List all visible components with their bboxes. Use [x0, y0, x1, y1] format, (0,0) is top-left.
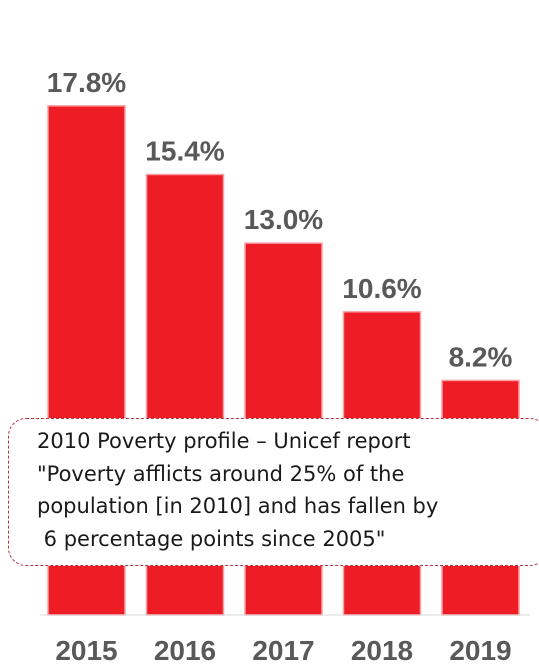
note-line-4: 6 percentage points since 2005" [37, 526, 386, 551]
x-tick-2018: 2018 [351, 635, 413, 666]
data-label-2019: 8.2% [449, 341, 513, 372]
data-label-2017: 13.0% [244, 204, 323, 235]
x-tick-2015: 2015 [55, 635, 117, 666]
data-label-2018: 10.6% [342, 273, 421, 304]
data-label-2015: 17.8% [47, 67, 126, 98]
data-labels-group: 17.8% 15.4% 13.0% 10.6% 8.2% [47, 67, 513, 373]
note-line-3: population [in 2010] and has fallen by [37, 494, 439, 518]
x-tick-2017: 2017 [252, 635, 314, 666]
note-line-2: "Poverty afflicts around 25% of the [37, 461, 405, 486]
data-label-2016: 15.4% [145, 135, 224, 166]
annotation-callout: 2010 Poverty profile – Unicef report "Po… [8, 418, 539, 566]
x-tick-2016: 2016 [154, 635, 216, 666]
note-line-1: 2010 Poverty profile – Unicef report [37, 429, 411, 453]
x-tick-labels-group: 2015 2016 2017 2018 2019 [55, 635, 511, 666]
x-tick-2019: 2019 [449, 635, 511, 666]
